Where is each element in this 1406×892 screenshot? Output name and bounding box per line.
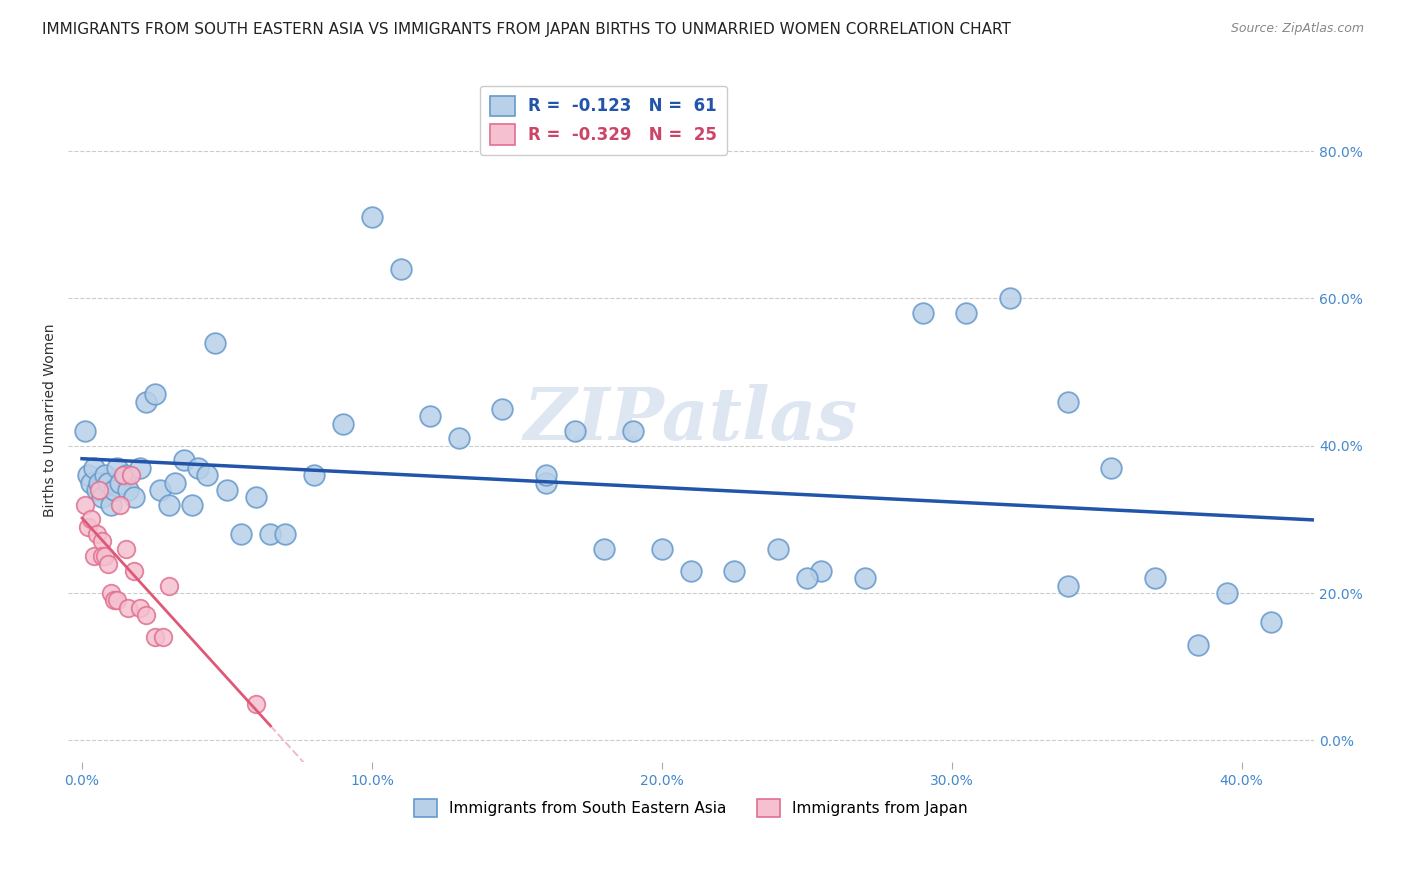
Point <box>679 564 702 578</box>
Point <box>723 564 745 578</box>
Point <box>135 608 157 623</box>
Point <box>187 460 209 475</box>
Point <box>117 483 139 497</box>
Point <box>173 453 195 467</box>
Point <box>274 527 297 541</box>
Point <box>103 593 125 607</box>
Point <box>117 600 139 615</box>
Point <box>105 460 128 475</box>
Point <box>86 527 108 541</box>
Point <box>83 460 105 475</box>
Point <box>129 460 152 475</box>
Text: Source: ZipAtlas.com: Source: ZipAtlas.com <box>1230 22 1364 36</box>
Point <box>955 306 977 320</box>
Point <box>534 475 557 490</box>
Point <box>73 424 96 438</box>
Point <box>91 490 114 504</box>
Point <box>1056 394 1078 409</box>
Point <box>73 498 96 512</box>
Point <box>163 475 186 490</box>
Point <box>1260 615 1282 630</box>
Point <box>157 498 180 512</box>
Point <box>108 498 131 512</box>
Point <box>215 483 238 497</box>
Point <box>122 490 145 504</box>
Point <box>389 262 412 277</box>
Point <box>245 697 267 711</box>
Point <box>1099 460 1122 475</box>
Point <box>97 475 120 490</box>
Point <box>97 557 120 571</box>
Point <box>122 564 145 578</box>
Point <box>195 468 218 483</box>
Point <box>651 541 673 556</box>
Point <box>766 541 789 556</box>
Point <box>157 579 180 593</box>
Text: IMMIGRANTS FROM SOUTH EASTERN ASIA VS IMMIGRANTS FROM JAPAN BIRTHS TO UNMARRIED : IMMIGRANTS FROM SOUTH EASTERN ASIA VS IM… <box>42 22 1011 37</box>
Point <box>120 468 142 483</box>
Point <box>83 549 105 564</box>
Point <box>114 541 136 556</box>
Point <box>1056 579 1078 593</box>
Point <box>80 475 103 490</box>
Point <box>534 468 557 483</box>
Point <box>108 475 131 490</box>
Point <box>135 394 157 409</box>
Point <box>810 564 832 578</box>
Legend: Immigrants from South Eastern Asia, Immigrants from Japan: Immigrants from South Eastern Asia, Immi… <box>408 792 974 823</box>
Point <box>1216 586 1239 600</box>
Point <box>332 417 354 431</box>
Point <box>94 468 117 483</box>
Point <box>89 475 111 490</box>
Point <box>447 431 470 445</box>
Point <box>1187 638 1209 652</box>
Y-axis label: Births to Unmarried Women: Births to Unmarried Women <box>44 323 58 516</box>
Point <box>100 586 122 600</box>
Point <box>152 630 174 644</box>
Point <box>76 468 98 483</box>
Point <box>103 483 125 497</box>
Point <box>143 630 166 644</box>
Point <box>129 600 152 615</box>
Point <box>181 498 204 512</box>
Point <box>89 483 111 497</box>
Point <box>491 401 513 416</box>
Point <box>302 468 325 483</box>
Point <box>111 468 134 483</box>
Point <box>998 292 1021 306</box>
Point <box>796 571 818 585</box>
Point <box>91 549 114 564</box>
Point <box>621 424 644 438</box>
Point <box>361 211 384 225</box>
Point <box>100 498 122 512</box>
Point <box>94 549 117 564</box>
Point <box>259 527 281 541</box>
Point <box>76 520 98 534</box>
Point <box>564 424 586 438</box>
Point <box>86 483 108 497</box>
Point <box>231 527 253 541</box>
Text: ZIPatlas: ZIPatlas <box>524 384 858 456</box>
Point <box>149 483 172 497</box>
Point <box>853 571 876 585</box>
Point <box>80 512 103 526</box>
Point <box>105 593 128 607</box>
Point <box>204 335 226 350</box>
Point <box>419 409 441 424</box>
Point <box>1143 571 1166 585</box>
Point <box>245 490 267 504</box>
Point <box>143 387 166 401</box>
Point <box>114 468 136 483</box>
Point <box>592 541 614 556</box>
Point <box>91 534 114 549</box>
Point <box>911 306 934 320</box>
